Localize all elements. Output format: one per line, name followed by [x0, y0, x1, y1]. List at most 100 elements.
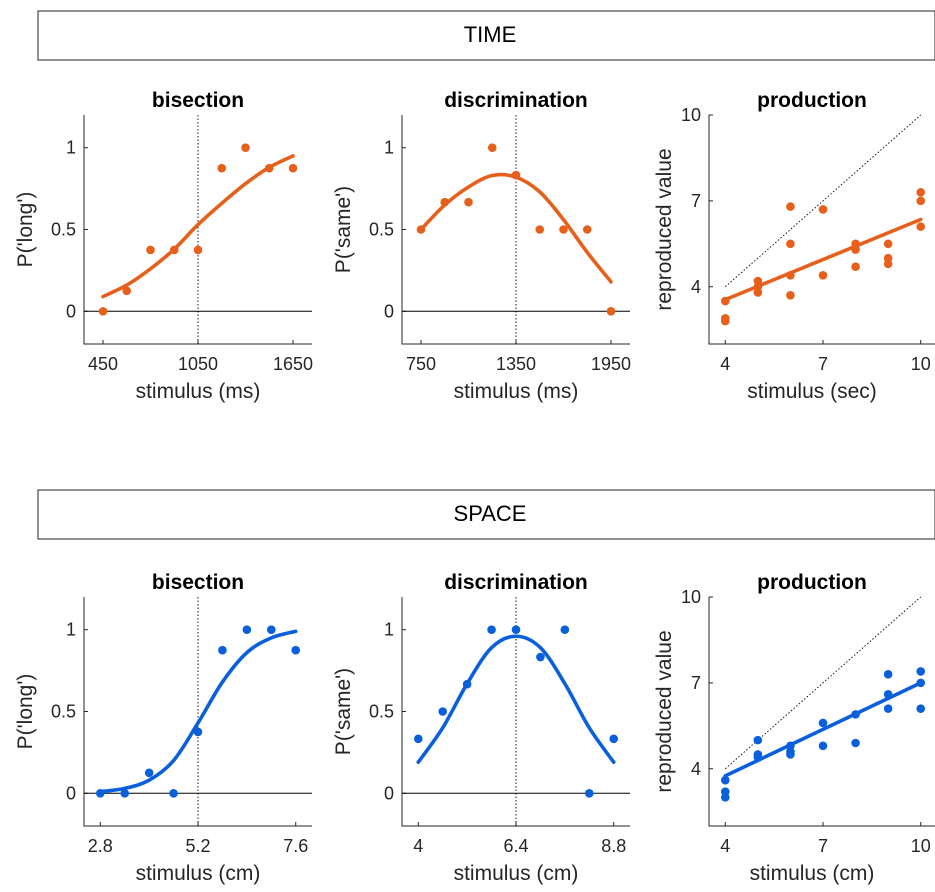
time-section-label: TIME: [464, 22, 517, 47]
time-discrimination-ytick-label: 1: [384, 138, 394, 158]
time-bisection-title: bisection: [152, 89, 244, 112]
space-discrimination-xtick-label: 6.4: [503, 836, 528, 856]
space-production-data-point: [916, 704, 926, 713]
space-discrimination-axes: [401, 597, 630, 827]
time-discrimination-data-point: [440, 197, 450, 207]
space-production-panel: production 4 7 10 4 7 10 stimulus (cm) reproduce…: [653, 571, 935, 885]
space-discrimination-data-point: [438, 707, 448, 716]
time-discrimination-panel: discrimination 0 0.5 1 750 1350 1950 stimulus (…: [332, 89, 631, 403]
time-discrimination-xtick-label: 1950: [591, 354, 631, 374]
time-bisection-data-point: [169, 245, 179, 255]
time-discrimination-title: discrimination: [444, 89, 588, 112]
space-bisection-title: bisection: [152, 571, 244, 594]
time-discrimination-data-point: [535, 225, 545, 234]
space-discrimination-data-point: [487, 625, 496, 635]
time-production-title: production: [757, 89, 867, 112]
space-production-ytick-label: 10: [681, 587, 701, 607]
time-production-xlabel: stimulus (sec): [747, 380, 877, 403]
time-bisection-data-point: [241, 143, 250, 153]
space-production-data-point: [720, 775, 730, 785]
time-bisection-data-point: [193, 245, 203, 255]
time-production-ytick-label: 4: [691, 277, 701, 297]
time-discrimination-data-point: [559, 225, 568, 234]
time-production-data-point: [786, 239, 795, 249]
space-bisection-data-point: [95, 788, 105, 798]
time-production-data-point: [786, 271, 795, 280]
space-discrimination-data-point: [560, 625, 570, 635]
space-discrimination-data-point: [413, 734, 423, 744]
time-production-data-point: [720, 296, 730, 306]
time-bisection-ytick-label: 1: [66, 138, 76, 158]
space-bisection-ytick-label: 0: [66, 783, 76, 803]
time-discrimination-ytick-label: 0: [384, 301, 394, 321]
time-production-data-point: [883, 259, 893, 269]
time-discrimination-data-point: [464, 197, 473, 207]
space-discrimination-ylabel: P('same'): [332, 668, 355, 755]
space-production-title: production: [757, 571, 867, 594]
space-production-axes: [708, 597, 935, 827]
time-discrimination-data-point: [606, 306, 616, 316]
space-discrimination-panel: discrimination 0 0.5 1 4 6.4 8.8 stimulus (cm) P…: [332, 571, 630, 885]
time-bisection-data-point: [264, 163, 274, 173]
space-bisection-ytick-label: 1: [66, 620, 76, 640]
time-production-data-point: [818, 271, 828, 280]
space-production-xlabel: stimulus (cm): [750, 862, 875, 885]
space-bisection-data-point: [218, 645, 227, 655]
time-discrimination-xlabel: stimulus (ms): [454, 380, 579, 403]
space-production-data-point: [818, 741, 828, 751]
time-bisection-data-point: [288, 163, 298, 173]
time-production-ylabel: reproduced value: [653, 148, 676, 310]
space-discrimination-ytick-label: 0: [384, 783, 394, 803]
time-bisection-data-point: [217, 163, 227, 173]
time-production-data-point: [786, 202, 795, 211]
space-discrimination-fit-curve: [416, 634, 616, 765]
time-bisection-xtick-label: 450: [88, 354, 118, 374]
time-production-data-point: [851, 262, 860, 272]
space-production-data-point: [916, 667, 926, 676]
space-production-data-point: [753, 735, 763, 745]
space-production-data-point: [851, 710, 860, 719]
time-bisection-ytick-label: 0.5: [51, 220, 76, 240]
space-production-ylabel: reproduced value: [653, 630, 676, 792]
space-discrimination-xtick-label: 4: [413, 836, 423, 856]
time-discrimination-xtick-label: 750: [406, 354, 436, 374]
time-production-data-point: [786, 291, 795, 300]
time-section-banner: TIME: [37, 10, 935, 61]
time-bisection-xtick-label: 1050: [178, 354, 218, 374]
time-production-ytick-label: 10: [681, 105, 701, 125]
space-discrimination-xtick-label: 8.8: [601, 836, 626, 856]
space-production-data-point: [883, 690, 893, 699]
space-discrimination-xlabel: stimulus (cm): [454, 862, 579, 885]
space-discrimination-data-point: [462, 679, 472, 689]
space-bisection-xlabel: stimulus (cm): [136, 862, 261, 885]
time-bisection-axes: [83, 115, 312, 345]
space-bisection-panel: bisection 0 0.5 1 2.8 5.2 7.6 stimulus (cm) P('l…: [14, 571, 312, 885]
space-bisection-ylabel: P('long'): [14, 674, 37, 750]
time-discrimination-ytick-label: 0.5: [369, 220, 394, 240]
space-discrimination-title: discrimination: [444, 571, 588, 594]
space-bisection-data-point: [266, 625, 276, 635]
time-discrimination-xtick-label: 1350: [496, 354, 536, 374]
space-discrimination-data-point: [609, 734, 619, 744]
space-bisection-ytick-label: 0.5: [51, 702, 76, 722]
space-production-data-point: [883, 669, 893, 679]
time-discrimination-data-point: [487, 143, 497, 153]
time-production-panel: production 4 7 10 4 7 10 stimulus (sec) reproduc…: [653, 89, 935, 403]
space-section-label: SPACE: [454, 501, 527, 526]
panels: bisection 0 0.5 1 450 1050 1650 stimulus (ms) P(…: [14, 89, 935, 885]
space-bisection-data-point: [144, 768, 154, 778]
time-production-data-point: [753, 288, 763, 297]
time-production-data-point: [720, 316, 730, 326]
time-production-axes: [708, 115, 935, 345]
time-bisection-panel: bisection 0 0.5 1 450 1050 1650 stimulus (ms) P(…: [14, 89, 313, 403]
space-bisection-data-point: [242, 625, 252, 635]
time-production-xtick-label: 10: [911, 354, 931, 374]
time-discrimination-data-point: [511, 170, 521, 180]
time-production-data-point: [851, 245, 860, 254]
time-discrimination-ylabel: P('same'): [332, 186, 355, 273]
space-bisection-xtick-label: 5.2: [185, 836, 210, 856]
time-bisection-data-point: [146, 245, 155, 255]
time-bisection-data-point: [122, 286, 132, 296]
space-bisection-xtick-label: 7.6: [283, 836, 308, 856]
